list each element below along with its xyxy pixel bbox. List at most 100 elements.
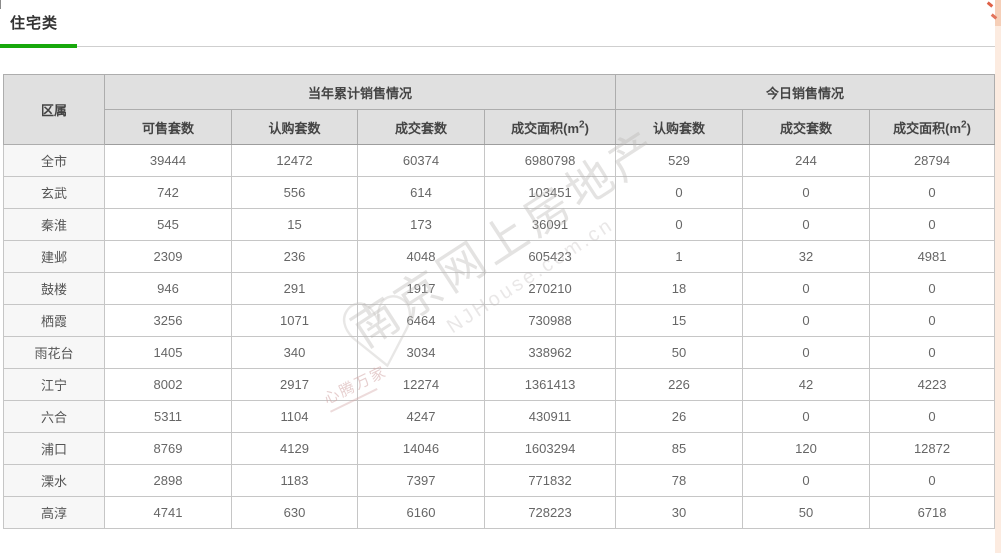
table-row: 浦口 8769 4129 14046 1603294 85 120 12872 bbox=[3, 432, 996, 465]
value-cell: 42 bbox=[742, 368, 871, 401]
value-cell: 26 bbox=[615, 400, 744, 433]
value-cell: 1 bbox=[615, 240, 744, 273]
value-cell: 15 bbox=[231, 208, 358, 241]
value-cell: 0 bbox=[742, 336, 871, 369]
value-cell: 1183 bbox=[231, 464, 358, 497]
value-cell: 340 bbox=[231, 336, 358, 369]
value-cell: 4223 bbox=[869, 368, 996, 401]
value-cell: 8002 bbox=[104, 368, 232, 401]
value-cell: 2898 bbox=[104, 464, 232, 497]
value-cell: 78 bbox=[615, 464, 744, 497]
district-cell: 建邺 bbox=[3, 240, 105, 273]
value-cell: 6980798 bbox=[483, 144, 617, 177]
value-cell: 3256 bbox=[104, 304, 232, 337]
residential-sales-table: 区属 当年累计销售情况 今日销售情况 可售套数 认购套数 成交套数 成交面积(m… bbox=[3, 74, 996, 529]
value-cell: 173 bbox=[357, 208, 485, 241]
value-cell: 1104 bbox=[231, 400, 358, 433]
value-cell: 120 bbox=[742, 432, 871, 465]
value-cell: 742 bbox=[104, 176, 232, 209]
value-cell: 946 bbox=[104, 272, 232, 305]
header-district: 区属 bbox=[3, 74, 105, 145]
value-cell: 0 bbox=[742, 176, 871, 209]
value-cell: 0 bbox=[742, 208, 871, 241]
value-cell: 270210 bbox=[483, 272, 617, 305]
table-header: 区属 当年累计销售情况 今日销售情况 可售套数 认购套数 成交套数 成交面积(m… bbox=[3, 74, 996, 145]
header-sold-units-cum: 成交套数 bbox=[357, 109, 485, 145]
value-cell: 2917 bbox=[231, 368, 358, 401]
value-cell: 12872 bbox=[869, 432, 996, 465]
value-cell: 226 bbox=[615, 368, 744, 401]
value-cell: 14046 bbox=[357, 432, 485, 465]
header-sold-area-cum: 成交面积(m2) bbox=[483, 109, 617, 145]
table-row: 溧水 2898 1183 7397 771832 78 0 0 bbox=[3, 464, 996, 497]
value-cell: 103451 bbox=[483, 176, 617, 209]
value-cell: 39444 bbox=[104, 144, 232, 177]
value-cell: 1917 bbox=[357, 272, 485, 305]
table-row: 高淳 4741 630 6160 728223 30 50 6718 bbox=[3, 496, 996, 529]
district-cell: 全市 bbox=[3, 144, 105, 177]
value-cell: 0 bbox=[869, 304, 996, 337]
table-row: 秦淮 545 15 173 36091 0 0 0 bbox=[3, 208, 996, 241]
district-cell: 江宁 bbox=[3, 368, 105, 401]
value-cell: 0 bbox=[615, 176, 744, 209]
value-cell: 1071 bbox=[231, 304, 358, 337]
value-cell: 771832 bbox=[483, 464, 617, 497]
value-cell: 36091 bbox=[483, 208, 617, 241]
value-cell: 1361413 bbox=[483, 368, 617, 401]
value-cell: 4247 bbox=[357, 400, 485, 433]
value-cell: 8769 bbox=[104, 432, 232, 465]
value-cell: 7397 bbox=[357, 464, 485, 497]
value-cell: 236 bbox=[231, 240, 358, 273]
value-cell: 4741 bbox=[104, 496, 232, 529]
district-cell: 栖霞 bbox=[3, 304, 105, 337]
value-cell: 50 bbox=[615, 336, 744, 369]
value-cell: 0 bbox=[869, 176, 996, 209]
table-row: 栖霞 3256 1071 6464 730988 15 0 0 bbox=[3, 304, 996, 337]
table-row: 全市 39444 12472 60374 6980798 529 244 28794 bbox=[3, 144, 996, 177]
header-available-units: 可售套数 bbox=[104, 109, 232, 145]
right-edge-strip bbox=[995, 0, 1001, 553]
value-cell: 338962 bbox=[483, 336, 617, 369]
value-cell: 614 bbox=[357, 176, 485, 209]
value-cell: 0 bbox=[742, 304, 871, 337]
value-cell: 244 bbox=[742, 144, 871, 177]
value-cell: 60374 bbox=[357, 144, 485, 177]
page-title: 住宅类 bbox=[10, 15, 59, 32]
value-cell: 1405 bbox=[104, 336, 232, 369]
top-left-edge-artifact bbox=[0, 0, 1, 9]
value-cell: 4981 bbox=[869, 240, 996, 273]
value-cell: 430911 bbox=[483, 400, 617, 433]
value-cell: 5311 bbox=[104, 400, 232, 433]
table-row: 鼓楼 946 291 1917 270210 18 0 0 bbox=[3, 272, 996, 305]
value-cell: 0 bbox=[869, 272, 996, 305]
value-cell: 50 bbox=[742, 496, 871, 529]
value-cell: 32 bbox=[742, 240, 871, 273]
value-cell: 3034 bbox=[357, 336, 485, 369]
table-row: 雨花台 1405 340 3034 338962 50 0 0 bbox=[3, 336, 996, 369]
value-cell: 2309 bbox=[104, 240, 232, 273]
value-cell: 6464 bbox=[357, 304, 485, 337]
value-cell: 529 bbox=[615, 144, 744, 177]
district-cell: 鼓楼 bbox=[3, 272, 105, 305]
value-cell: 12472 bbox=[231, 144, 358, 177]
title-divider bbox=[0, 46, 1001, 47]
value-cell: 0 bbox=[742, 400, 871, 433]
table-row: 江宁 8002 2917 12274 1361413 226 42 4223 bbox=[3, 368, 996, 401]
value-cell: 0 bbox=[869, 400, 996, 433]
value-cell: 18 bbox=[615, 272, 744, 305]
value-cell: 730988 bbox=[483, 304, 617, 337]
right-edge-red-mark bbox=[986, 1, 994, 8]
header-sold-area-today: 成交面积(m2) bbox=[869, 109, 996, 145]
header-sold-units-today: 成交套数 bbox=[742, 109, 871, 145]
value-cell: 6160 bbox=[357, 496, 485, 529]
value-cell: 630 bbox=[231, 496, 358, 529]
district-cell: 溧水 bbox=[3, 464, 105, 497]
value-cell: 0 bbox=[742, 272, 871, 305]
title-accent-bar bbox=[0, 44, 77, 48]
value-cell: 0 bbox=[869, 464, 996, 497]
district-cell: 雨花台 bbox=[3, 336, 105, 369]
value-cell: 1603294 bbox=[483, 432, 617, 465]
value-cell: 4129 bbox=[231, 432, 358, 465]
district-cell: 六合 bbox=[3, 400, 105, 433]
value-cell: 556 bbox=[231, 176, 358, 209]
